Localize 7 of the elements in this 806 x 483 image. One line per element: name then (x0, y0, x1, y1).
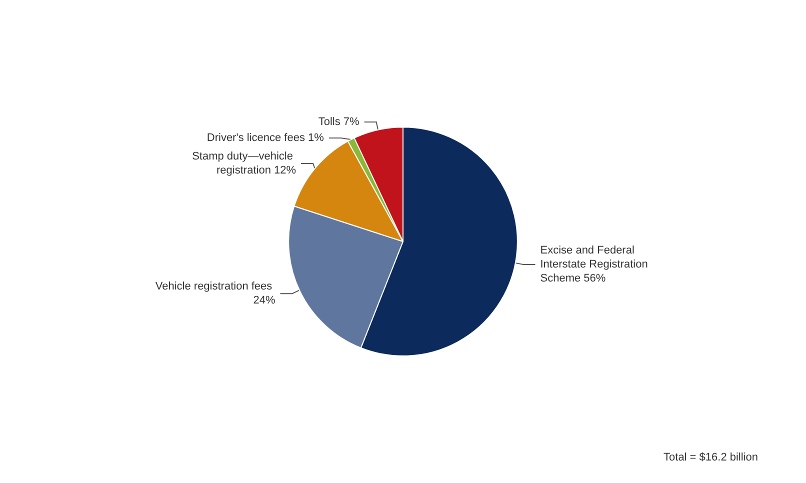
slice-label: Driver's licence fees 1% (206, 132, 324, 144)
text: Total = $16.2 billion (664, 452, 758, 464)
data-label: 24% (253, 294, 276, 307)
slice-label: Vehicle registration fees (155, 280, 276, 293)
slice-label: Stamp duty—vehicle registration 12% (192, 150, 296, 176)
slice-label: Excise and Federal Interstate Registration Scheme 56% (540, 244, 651, 284)
slice-label: Tolls 7% (318, 116, 360, 128)
